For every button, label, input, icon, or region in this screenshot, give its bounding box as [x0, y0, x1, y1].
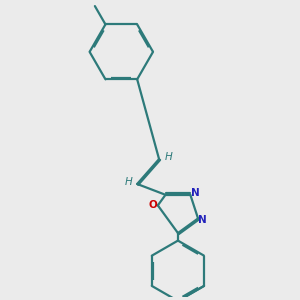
Text: N: N	[190, 188, 199, 198]
Text: H: H	[164, 152, 172, 162]
Text: H: H	[124, 178, 132, 188]
Text: N: N	[198, 215, 207, 225]
Text: O: O	[149, 200, 158, 210]
